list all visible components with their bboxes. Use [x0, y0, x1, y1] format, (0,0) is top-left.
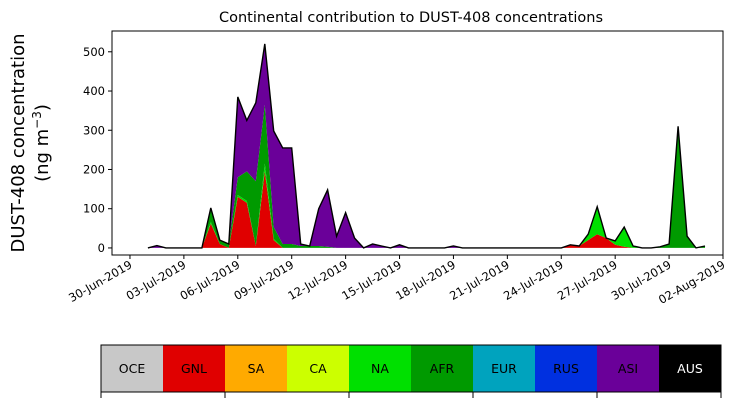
y-axis-label-exponent: −3	[30, 111, 44, 129]
y-axis-label: DUST-408 concentration (ng m−3)	[8, 33, 53, 252]
legend-label-oce: OCE	[119, 361, 146, 376]
legend-swatch-ca	[287, 345, 350, 392]
area-afr	[147, 104, 705, 248]
legend-swatch-oce	[101, 345, 164, 392]
x-tick-label: 09-Jul-2019	[231, 257, 296, 302]
legend-swatch-na	[349, 345, 412, 392]
continent-legend: OCE GNL SA CA NA AFR EUR RUS ASI AUS	[100, 344, 722, 398]
chart-title: Continental contribution to DUST-408 con…	[219, 10, 603, 26]
x-tick-label: 27-Jul-2019	[555, 257, 620, 302]
x-tick-label: 15-Jul-2019	[339, 257, 404, 302]
legend-swatch-eur	[473, 345, 536, 392]
legend-label-gnl: GNL	[181, 361, 207, 376]
y-axis: 0 100 200 300 400 500	[83, 45, 112, 255]
y-tick-label: 500	[83, 45, 105, 59]
x-tick-label: 21-Jul-2019	[447, 257, 512, 302]
legend-swatch-rus	[535, 345, 598, 392]
plot-frame	[111, 30, 724, 256]
total-line	[147, 43, 706, 249]
area-asi	[147, 43, 705, 248]
legend-label-na: NA	[371, 361, 389, 376]
y-axis-label-line1: DUST-408 concentration	[8, 33, 29, 252]
legend-label-eur: EUR	[491, 361, 517, 376]
x-tick-label: 03-Jul-2019	[124, 257, 189, 302]
legend-swatch-aus	[659, 345, 722, 392]
x-axis: 30-Jun-201903-Jul-201906-Jul-201909-Jul-…	[66, 255, 728, 307]
x-tick-label: 24-Jul-2019	[501, 257, 566, 302]
y-tick-label: 200	[83, 162, 105, 176]
legend-label-ca: CA	[309, 361, 327, 376]
y-axis-label-close: )	[32, 104, 53, 111]
legend-swatch-afr	[411, 345, 474, 392]
x-tick-label: 18-Jul-2019	[393, 257, 458, 302]
legend-label-sa: SA	[248, 361, 265, 376]
legend-label-rus: RUS	[553, 361, 579, 376]
x-tick-label: 06-Jul-2019	[178, 257, 243, 302]
y-tick-label: 100	[83, 202, 105, 216]
legend-label-aus: AUS	[677, 361, 703, 376]
y-axis-label-unit: (ng m	[32, 129, 53, 182]
legend-swatch-sa	[225, 345, 288, 392]
legend-frame	[100, 344, 722, 393]
y-tick-label: 400	[83, 84, 105, 98]
legend-swatch-gnl	[163, 345, 226, 392]
legend-label-afr: AFR	[430, 361, 455, 376]
y-axis-label-line2: (ng m−3)	[30, 104, 53, 182]
x-tick-label: 30-Jun-2019	[66, 257, 134, 305]
legend-label-asi: ASI	[618, 361, 638, 376]
x-tick-label: 12-Jul-2019	[285, 257, 350, 302]
stacked-areas	[147, 43, 706, 249]
y-tick-label: 300	[83, 123, 105, 137]
y-tick-label: 0	[98, 241, 105, 255]
legend-swatch-asi	[597, 345, 660, 392]
